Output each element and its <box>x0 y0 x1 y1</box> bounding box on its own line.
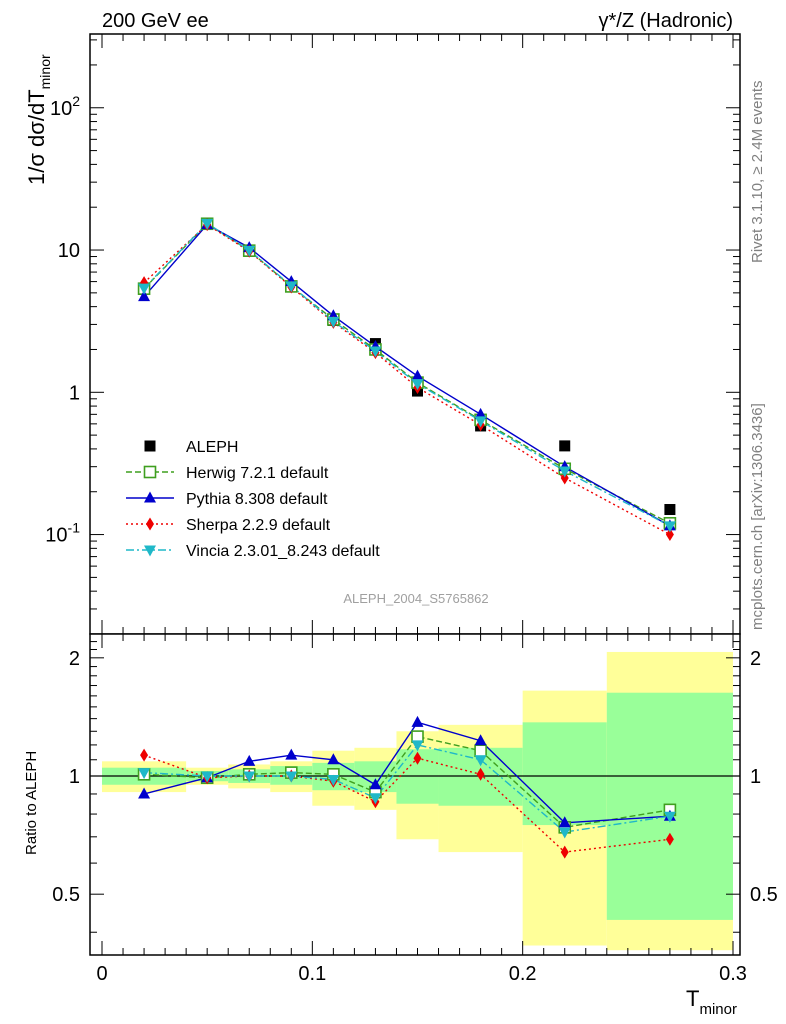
x-tick-label: 0.2 <box>509 963 537 985</box>
ratio-series-line <box>143 721 670 824</box>
ratio-plot-frame <box>89 633 741 956</box>
legend-marker <box>144 440 156 452</box>
ratio-y-tick-label-right: 2 <box>750 648 761 670</box>
main-y-tick-label: 102 <box>50 93 80 120</box>
legend-label: Pythia 8.308 default <box>186 491 328 508</box>
main-series-marker <box>411 379 424 391</box>
aleph-data-point <box>559 440 571 452</box>
legend-label: ALEPH <box>186 439 238 456</box>
legend-marker <box>144 491 156 503</box>
ratio-series-marker <box>474 734 487 746</box>
legend-label: Herwig 7.2.1 default <box>186 465 329 482</box>
ratio-series-marker <box>140 748 149 762</box>
ratio-series-marker <box>369 778 382 790</box>
ratio-series-marker <box>138 787 151 799</box>
ratio-series-line <box>143 754 670 853</box>
svg-text:Tminor: Tminor <box>686 986 737 1018</box>
ratio-series-marker <box>201 771 214 783</box>
ratio-series-marker <box>369 793 382 805</box>
ratio-series-marker <box>411 715 424 727</box>
ratio-y-tick-label-left: 2 <box>69 648 80 670</box>
x-axis-title: Tminor <box>686 986 737 1018</box>
x-tick-label: 0 <box>96 963 107 985</box>
ratio-series-marker <box>243 771 256 783</box>
main-series-marker <box>665 528 674 542</box>
rivet-version-label: Rivet 3.1.10, ≥ 2.4M events <box>749 81 766 264</box>
main-series-marker <box>369 346 382 358</box>
main-series-marker <box>327 316 340 328</box>
ratio-y-axis-title: Ratio to ALEPH <box>23 751 40 855</box>
ratio-series-marker <box>243 754 256 766</box>
analysis-tag: ALEPH_2004_S5765862 <box>343 591 488 606</box>
legend-entry: Herwig 7.2.1 default <box>126 465 329 482</box>
legend-entry: Vincia 2.3.01_8.243 default <box>126 543 380 560</box>
aleph-data-point <box>664 504 676 516</box>
main-series-marker <box>138 290 151 302</box>
ratio-series-marker <box>285 748 298 760</box>
main-y-tick-label: 10 <box>58 240 80 262</box>
main-plot-background <box>90 34 740 634</box>
ratio-y-tick-label-right: 1 <box>750 766 761 788</box>
main-plot-panel: 10-1 1 10 102 <box>45 33 741 635</box>
main-series-marker <box>474 407 487 419</box>
legend-entry: Sherpa 2.2.9 default <box>126 517 331 534</box>
ratio-series-marker <box>663 811 676 823</box>
main-series-marker <box>558 466 571 478</box>
ratio-series-marker <box>560 845 569 859</box>
ratio-series-marker <box>665 832 674 846</box>
legend-label: Sherpa 2.2.9 default <box>186 517 331 534</box>
main-series-line <box>143 222 671 524</box>
x-tick-label: 0.1 <box>298 963 326 985</box>
main-series-line <box>143 223 671 536</box>
x-tick-label: 0.3 <box>719 963 747 985</box>
main-series-marker <box>474 416 487 428</box>
ratio-series-marker <box>285 771 298 783</box>
legend-marker <box>143 465 157 479</box>
ratio-series-marker <box>138 768 151 780</box>
ratio-band-inner <box>522 722 607 826</box>
ratio-series-marker <box>474 755 487 767</box>
legend-label: Vincia 2.3.01_8.243 default <box>186 543 380 560</box>
ratio-y-tick-label-left: 0.5 <box>52 884 80 906</box>
main-y-tick-label: 10-1 <box>45 520 80 547</box>
ratio-series-marker <box>413 751 422 765</box>
ratio-y-tick-label-left: 1 <box>69 766 80 788</box>
ratio-series-marker <box>474 744 487 758</box>
mcplots-source-label: mcplots.cern.ch [arXiv:1306.3436] <box>749 403 766 630</box>
ratio-series-marker <box>476 767 485 781</box>
svg-text:1/σ dσ/dTminor: 1/σ dσ/dTminor <box>24 54 53 185</box>
main-series-line <box>143 222 671 527</box>
header-left-label: 200 GeV ee <box>102 10 209 32</box>
ratio-plot-panel: 0.5 0.5 1 1 2 2 0 0.1 0.2 0.3 <box>52 633 778 985</box>
main-series-marker <box>411 369 424 381</box>
ratio-series-marker <box>558 827 571 839</box>
main-series-marker <box>663 521 676 533</box>
main-y-tick-label: 1 <box>69 382 80 404</box>
legend: ALEPH Herwig 7.2.1 default Pythia 8.308 de… <box>126 439 380 560</box>
ratio-series-marker <box>327 753 340 765</box>
main-y-axis-title: 1/σ dσ/dTminor <box>24 54 53 185</box>
ratio-series-line <box>144 744 671 833</box>
main-series-marker <box>201 218 214 230</box>
header-right-label: γ*/Z (Hadronic) <box>599 10 733 32</box>
ratio-series-marker <box>327 774 340 786</box>
main-series-marker <box>285 281 298 293</box>
legend-marker <box>144 545 156 557</box>
ratio-y-tick-label-right: 0.5 <box>750 884 778 906</box>
main-series-marker <box>243 245 256 257</box>
main-series-marker <box>560 471 569 485</box>
main-series-marker <box>138 283 151 295</box>
legend-marker <box>146 517 154 531</box>
legend-entry: ALEPH <box>144 439 238 456</box>
ratio-series-marker <box>411 740 424 752</box>
ratio-series-marker <box>558 816 571 828</box>
legend-entry: Pythia 8.308 default <box>126 491 328 508</box>
